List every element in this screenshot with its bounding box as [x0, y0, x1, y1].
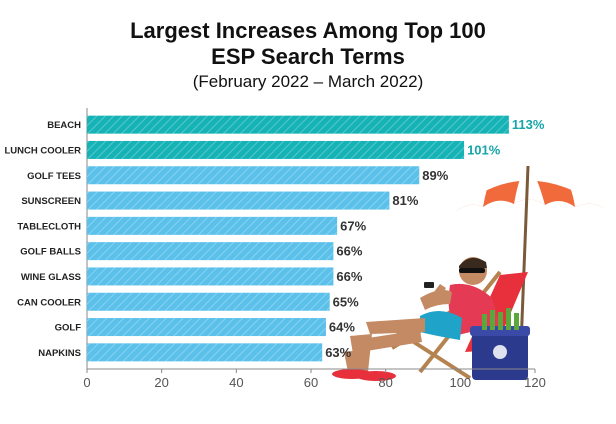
bar-hatch	[87, 267, 334, 286]
value-label: 67%	[340, 218, 366, 233]
category-label: CAN COOLER	[17, 297, 81, 308]
category-label: GOLF	[55, 323, 82, 334]
bar-hatch	[87, 191, 390, 210]
x-tick-label: 60	[304, 375, 318, 390]
category-label: BEACH	[47, 120, 81, 131]
value-label: 66%	[336, 269, 362, 284]
value-label: 101%	[467, 142, 501, 157]
bar-hatch	[87, 292, 330, 311]
x-tick-label: 100	[449, 375, 471, 390]
man-relaxing-icon	[332, 257, 500, 381]
value-label: 65%	[333, 294, 359, 309]
category-label: GOLF TEES	[27, 171, 81, 182]
beach-scene-illustration	[332, 165, 604, 381]
bar-group: LUNCH COOLER 101%	[4, 140, 501, 159]
value-label: 113%	[512, 117, 545, 132]
category-label: SUNSCREEN	[21, 196, 81, 207]
x-tick-label: 20	[154, 375, 168, 390]
bar-hatch	[87, 166, 420, 185]
category-label: NAPKINS	[38, 348, 81, 359]
bar-group: GOLF 64%	[55, 318, 355, 337]
bar-hatch	[87, 318, 326, 337]
bar-hatch	[87, 242, 334, 261]
bar-group: TABLECLOTH 67%	[17, 216, 367, 235]
chart-subtitle: (February 2022 – March 2022)	[192, 72, 424, 91]
bar-group: SUNSCREEN 81%	[21, 191, 419, 210]
bar-group: WINE GLASS 66%	[21, 267, 363, 286]
value-label: 66%	[336, 244, 362, 259]
x-tick-label: 40	[229, 375, 243, 390]
cooler-icon	[470, 308, 530, 380]
category-label: LUNCH COOLER	[4, 145, 81, 156]
bar-hatch	[87, 115, 509, 134]
x-tick-label: 80	[378, 375, 392, 390]
chart-title-line1: Largest Increases Among Top 100	[130, 18, 486, 43]
bar-group: NAPKINS 63%	[38, 343, 352, 362]
value-label: 89%	[422, 168, 448, 183]
bar-group: CAN COOLER 65%	[17, 292, 359, 311]
bar-hatch	[87, 216, 338, 235]
category-label: WINE GLASS	[21, 272, 81, 283]
bar-group: GOLF TEES 89%	[27, 166, 449, 185]
x-tick-label: 120	[524, 375, 546, 390]
category-label: TABLECLOTH	[17, 221, 81, 232]
bar-hatch	[87, 343, 323, 362]
x-tick-label: 0	[83, 375, 90, 390]
chart-title-line2: ESP Search Terms	[211, 44, 405, 69]
bar-hatch	[87, 140, 465, 159]
value-label: 63%	[325, 345, 351, 360]
category-label: GOLF BALLS	[20, 247, 81, 258]
bar-group: BEACH 113%	[47, 115, 545, 134]
bar-group: GOLF BALLS 66%	[20, 242, 363, 261]
value-label: 64%	[329, 320, 355, 335]
value-label: 81%	[392, 193, 418, 208]
